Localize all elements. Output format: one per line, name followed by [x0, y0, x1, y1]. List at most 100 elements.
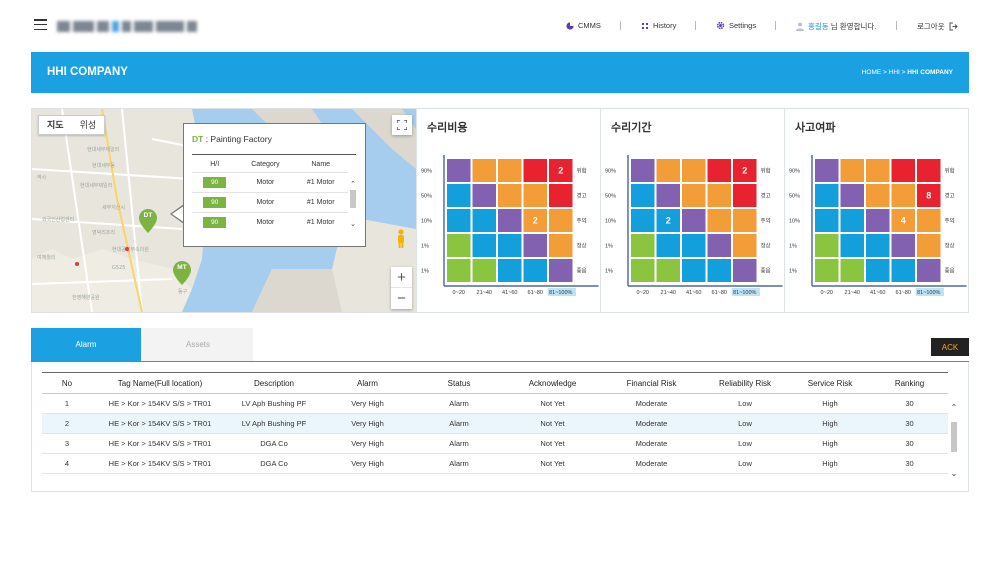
matrix-cell[interactable] [891, 234, 916, 257]
col-no[interactable]: No [42, 372, 92, 394]
matrix-cell[interactable] [815, 184, 839, 207]
col-acknowledge[interactable]: Acknowledge [503, 372, 602, 394]
matrix-cell[interactable] [733, 259, 757, 282]
matrix-cell[interactable] [498, 159, 522, 182]
matrix-cell[interactable] [656, 259, 681, 282]
matrix-cell[interactable] [682, 159, 706, 182]
col-financial-risk[interactable]: Financial Risk [602, 372, 701, 394]
matrix-cell[interactable] [472, 159, 497, 182]
matrix-cell[interactable] [840, 184, 865, 207]
matrix-cell[interactable] [815, 259, 839, 282]
matrix-cell[interactable] [682, 184, 706, 207]
map-type-map[interactable]: 지도 [47, 120, 64, 130]
matrix-cell[interactable] [815, 159, 839, 182]
matrix-cell[interactable] [682, 259, 706, 282]
table-row[interactable]: 1 HE > Kor > 154KV S/S > TR01 LV Aph Bushi… [42, 393, 948, 414]
matrix-cell[interactable] [656, 234, 681, 257]
matrix-cell[interactable] [631, 184, 655, 207]
nav-history[interactable]: History [641, 21, 676, 30]
menu-icon[interactable] [34, 19, 47, 30]
matrix-cell[interactable] [523, 209, 548, 232]
matrix-cell[interactable] [840, 259, 865, 282]
matrix-cell[interactable] [917, 259, 941, 282]
matrix-cell[interactable] [549, 209, 573, 232]
col-reliability-risk[interactable]: Reliability Risk [701, 372, 789, 394]
nav-settings[interactable]: Settings [716, 21, 756, 30]
matrix-cell[interactable] [917, 184, 941, 207]
table-scrollbar[interactable]: ⌃ ⌄ [949, 403, 959, 483]
popup-row[interactable]: 90 Motor #1 Motor [192, 191, 348, 212]
popup-scrollbar[interactable] [350, 190, 356, 208]
matrix-cell[interactable] [815, 234, 839, 257]
matrix-cell[interactable] [656, 184, 681, 207]
matrix-cell[interactable] [866, 234, 890, 257]
matrix-cell[interactable] [682, 209, 706, 232]
matrix-cell[interactable] [682, 234, 706, 257]
matrix-cell[interactable] [498, 184, 522, 207]
map-pin-mt[interactable]: MT [173, 261, 191, 285]
chevron-up-icon[interactable]: ⌃ [950, 403, 958, 412]
matrix-cell[interactable] [447, 159, 471, 182]
matrix-cell[interactable] [631, 159, 655, 182]
chevron-up-icon[interactable]: ⌃ [350, 181, 356, 188]
matrix-cell[interactable] [656, 159, 681, 182]
matrix-cell[interactable] [891, 159, 916, 182]
matrix-cell[interactable] [472, 184, 497, 207]
col-status[interactable]: Status [415, 372, 503, 394]
matrix-cell[interactable] [472, 234, 497, 257]
matrix-cell[interactable] [707, 209, 732, 232]
matrix-cell[interactable] [840, 234, 865, 257]
matrix-cell[interactable] [523, 234, 548, 257]
matrix-cell[interactable] [447, 184, 471, 207]
zoom-in-button[interactable]: + [391, 267, 412, 288]
matrix-cell[interactable] [917, 159, 941, 182]
matrix-cell[interactable] [472, 259, 497, 282]
table-row[interactable]: 2 HE > Kor > 154KV S/S > TR01 LV Aph Bushi… [42, 413, 948, 434]
matrix-cell[interactable] [498, 259, 522, 282]
map-pin-dt[interactable]: DT [139, 209, 157, 233]
tab-assets[interactable]: Assets [143, 328, 253, 361]
matrix-cell[interactable] [840, 159, 865, 182]
matrix-cell[interactable] [840, 209, 865, 232]
scrollbar-thumb[interactable] [951, 422, 957, 452]
street-view-pegman-icon[interactable] [395, 229, 407, 249]
matrix-cell[interactable] [707, 259, 732, 282]
map-type-satellite[interactable]: 위성 [79, 120, 97, 130]
matrix-cell[interactable] [891, 184, 916, 207]
ack-button[interactable]: ACK [931, 338, 969, 356]
matrix-cell[interactable] [866, 259, 890, 282]
matrix-cell[interactable] [631, 209, 655, 232]
matrix-cell[interactable] [866, 184, 890, 207]
matrix-cell[interactable] [866, 209, 890, 232]
chevron-down-icon[interactable]: ⌄ [950, 469, 958, 478]
col-service-risk[interactable]: Service Risk [789, 372, 871, 394]
col-alarm[interactable]: Alarm [320, 372, 415, 394]
matrix-cell[interactable] [549, 259, 573, 282]
tab-alarm[interactable]: Alarm [31, 328, 141, 361]
matrix-cell[interactable] [891, 209, 916, 232]
matrix-cell[interactable] [815, 209, 839, 232]
matrix-cell[interactable] [631, 234, 655, 257]
matrix-cell[interactable] [656, 209, 681, 232]
matrix-cell[interactable] [523, 259, 548, 282]
matrix-cell[interactable] [498, 209, 522, 232]
matrix-cell[interactable] [733, 159, 757, 182]
matrix-cell[interactable] [549, 159, 573, 182]
table-row[interactable]: 4 HE > Kor > 154KV S/S > TR01 DGA Co Very H… [42, 453, 948, 474]
popup-row[interactable]: 90 Motor #1 Motor [192, 211, 348, 232]
matrix-cell[interactable] [733, 209, 757, 232]
matrix-cell[interactable] [523, 159, 548, 182]
map-view[interactable]: 현대세부제일리 현대세부동 역사 현대세부제일리 세부지산시 외국인산업센터 영덕리조리 현대… [32, 109, 416, 312]
matrix-cell[interactable] [891, 259, 916, 282]
nav-user[interactable]: 홍길동 님 환영합니다. [796, 21, 876, 32]
col-description[interactable]: Description [228, 372, 320, 394]
nav-cmms[interactable]: CMMS [566, 21, 601, 30]
matrix-cell[interactable] [498, 234, 522, 257]
matrix-cell[interactable] [707, 184, 732, 207]
col-tag-name[interactable]: Tag Name(Full location) [92, 372, 228, 394]
matrix-cell[interactable] [866, 159, 890, 182]
nav-logout[interactable]: 로그아웃 [917, 21, 958, 32]
matrix-cell[interactable] [707, 159, 732, 182]
matrix-cell[interactable] [549, 184, 573, 207]
matrix-cell[interactable] [447, 209, 471, 232]
